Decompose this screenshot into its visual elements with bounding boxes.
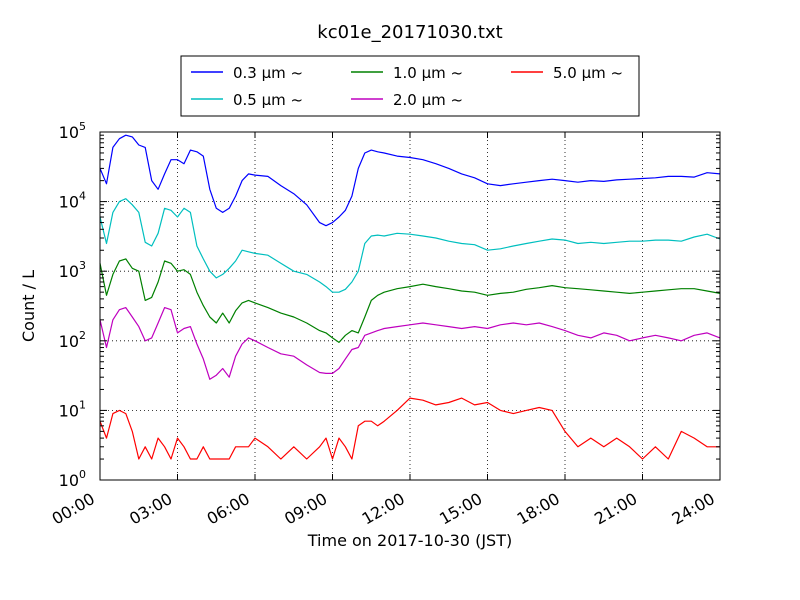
series-line-0 [99,134,721,227]
y-tick-label: 100 [59,468,86,490]
y-tick-label: 105 [59,120,86,142]
y-tick-exponent: 3 [79,259,86,272]
legend-label-1: 0.5 μm ~ [233,91,303,109]
legend-label-4: 5.0 μm ~ [553,64,623,82]
y-tick-base: 10 [59,401,79,420]
y-tick-label: 101 [59,398,86,420]
y-tick-base: 10 [59,262,79,281]
y-tick-base: 10 [59,471,79,490]
x-axis-label: Time on 2017-10-30 (JST) [307,531,512,550]
series-line-3 [99,307,721,380]
y-tick-exponent: 2 [79,329,86,342]
y-tick-exponent: 0 [79,468,86,481]
series-line-2 [99,258,721,343]
legend: 0.3 μm ~ 0.5 μm ~ 1.0 μm ~ 2.0 μm ~ 5.0 μm ~ [180,55,640,117]
chart-title: kc01e_20171030.txt [317,22,502,43]
legend-label-2: 1.0 μm ~ [393,64,463,82]
y-tick-exponent: 4 [79,190,86,203]
grid [100,132,720,480]
series-layer [99,134,721,460]
series-line-1 [99,198,721,293]
legend-label-3: 2.0 μm ~ [393,91,463,109]
y-axis-label: Count / L [19,270,38,342]
legend-label-0: 0.3 μm ~ [233,64,303,82]
y-tick-base: 10 [59,332,79,351]
y-tick-base: 10 [59,123,79,142]
y-tick-label: 103 [59,259,86,281]
legend-box [180,55,640,117]
series-line-4 [99,397,720,460]
y-tick-exponent: 1 [79,398,86,411]
y-tick-exponent: 5 [79,120,86,133]
y-tick-label: 104 [59,190,86,212]
y-tick-base: 10 [59,193,79,212]
y-tick-label: 102 [59,329,86,351]
